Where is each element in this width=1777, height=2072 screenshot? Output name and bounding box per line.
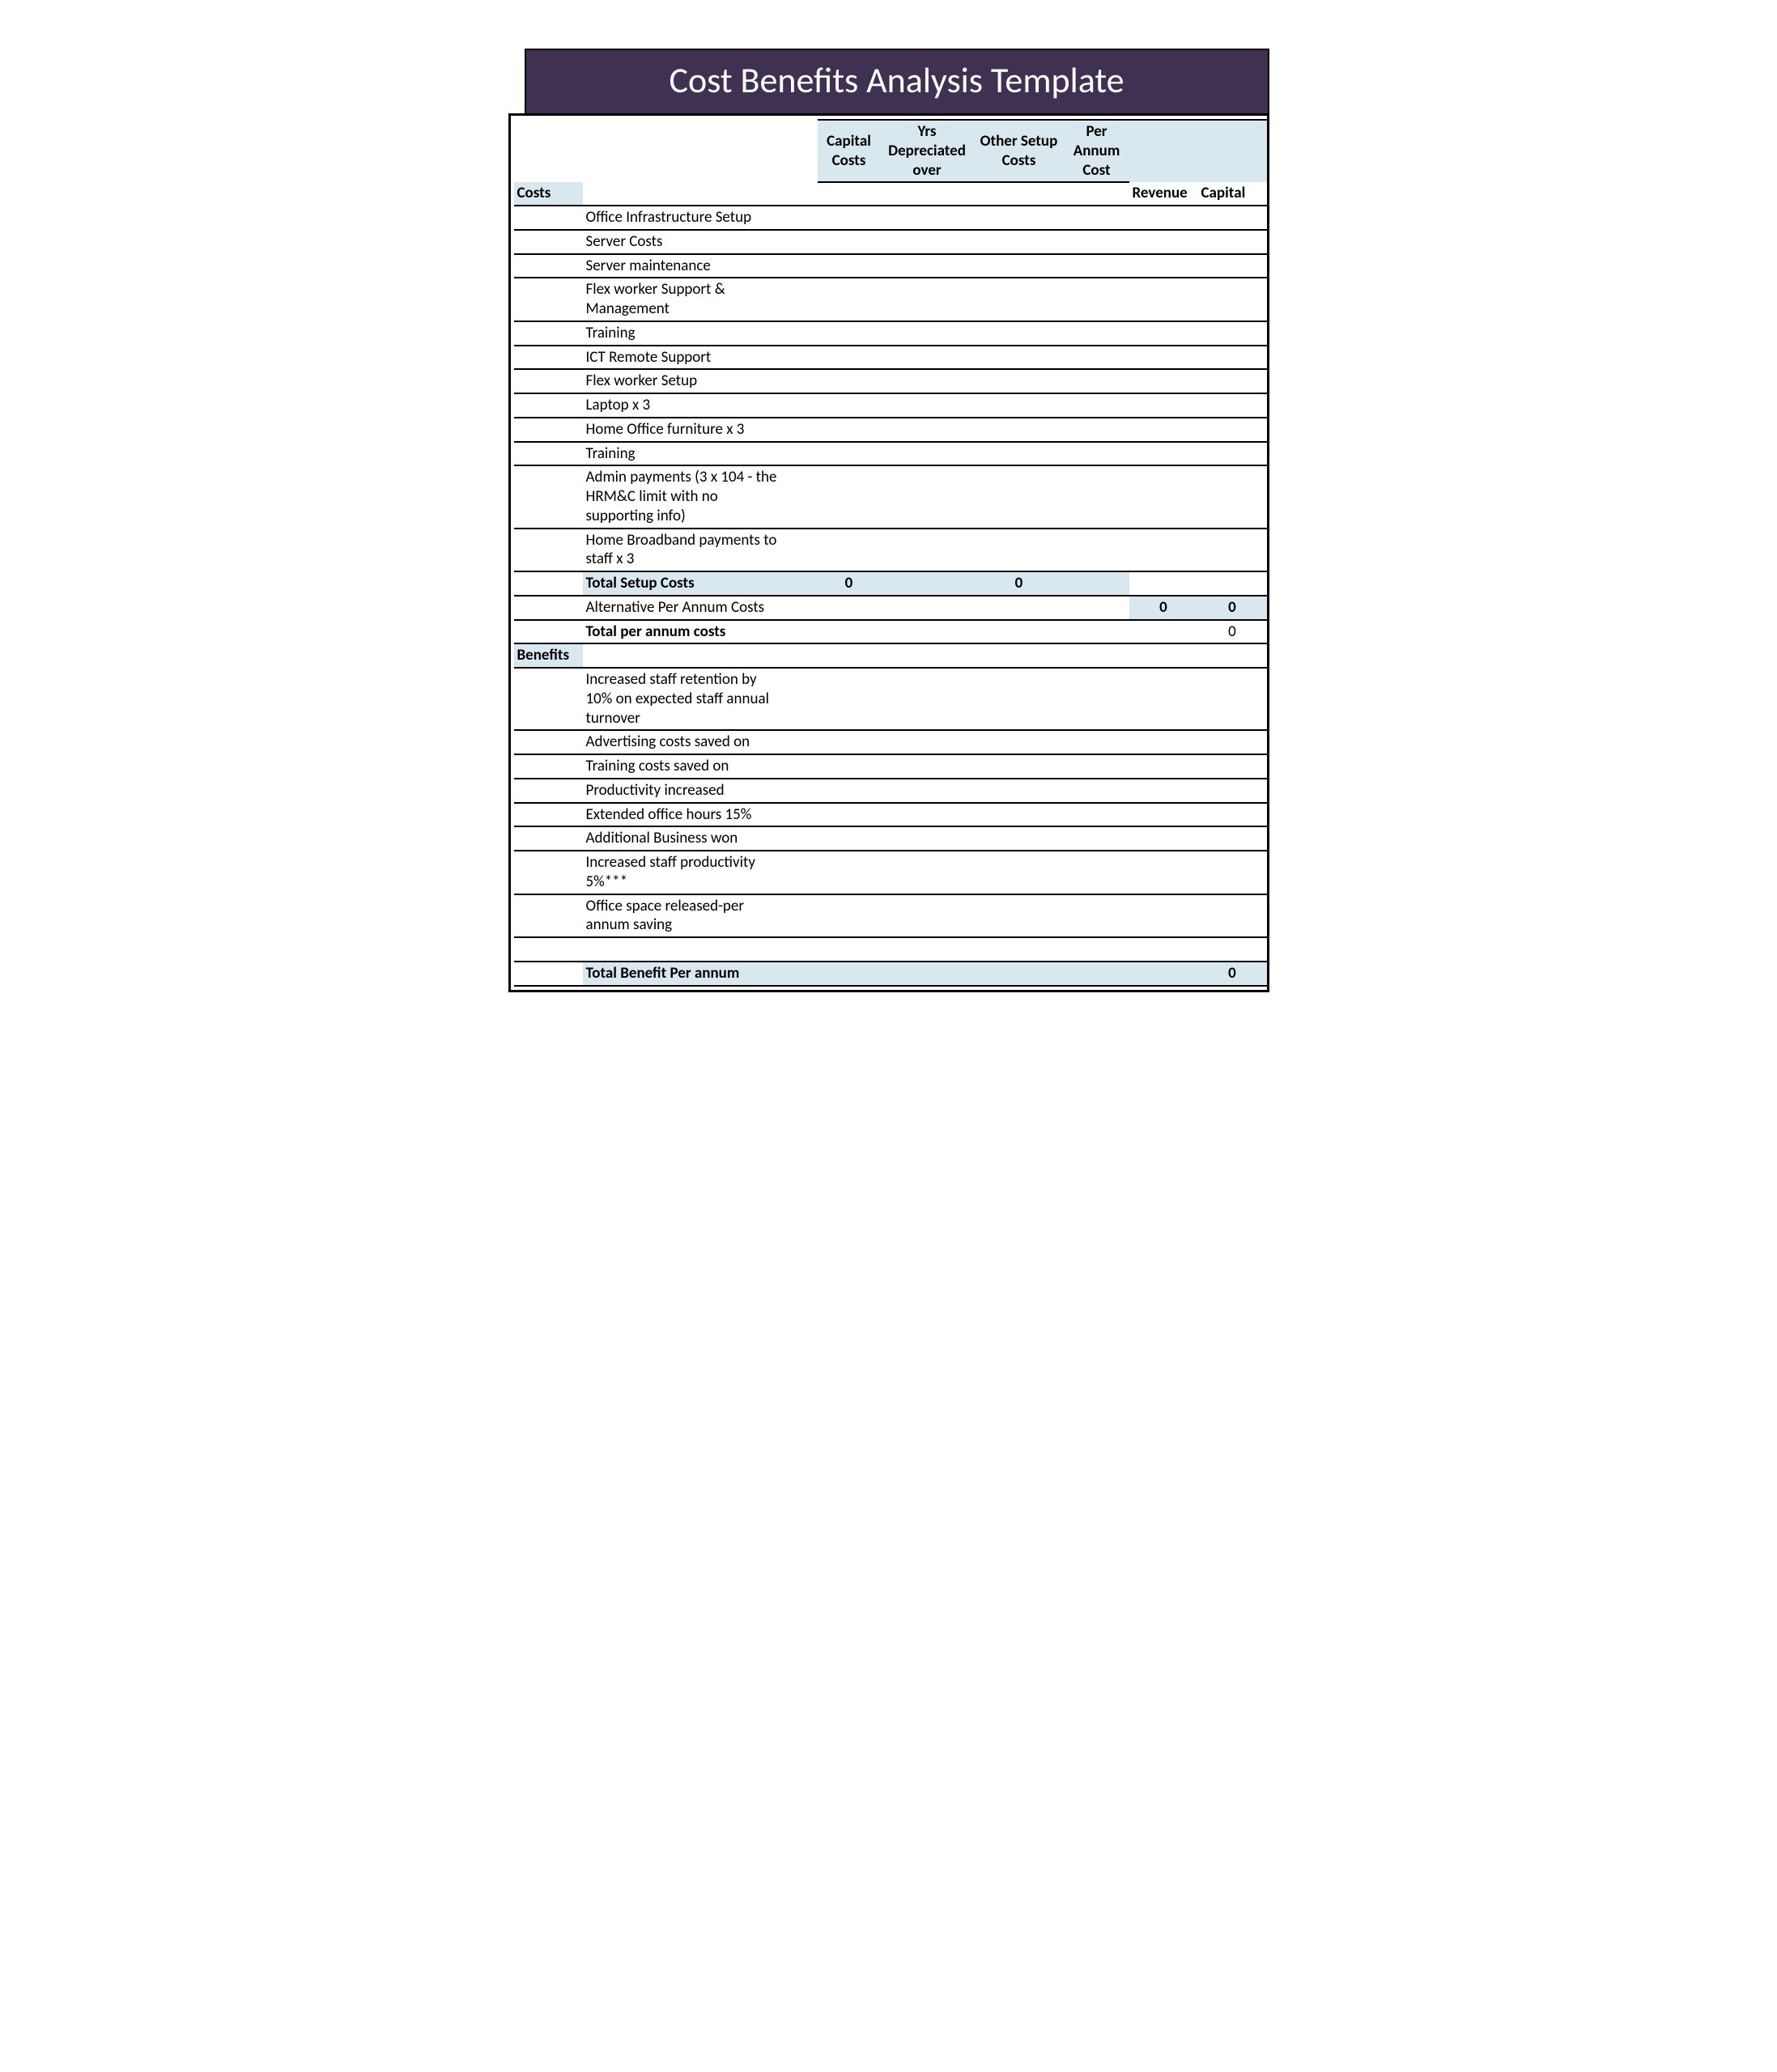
cost-item-label: Server maintenance — [583, 254, 789, 278]
total-setup-capital: 0 — [818, 571, 881, 596]
total-benefit-row: Total Benefit Per annum 0 — [514, 962, 1267, 986]
title-bar: Cost Benefits Analysis Template — [525, 49, 1269, 115]
table-row: Home Office furniture x 3 — [514, 418, 1267, 442]
table-row: Flex worker Setup — [514, 369, 1267, 393]
table-frame: Capital Costs Yrs Depreciated over Other… — [508, 113, 1269, 992]
table-row: Advertising costs saved on — [514, 730, 1267, 754]
total-setup-other: 0 — [974, 571, 1065, 596]
page-title: Cost Benefits Analysis Template — [669, 58, 1124, 102]
table-row: Training — [514, 321, 1267, 346]
table-row: Flex worker Support & Management — [514, 278, 1267, 321]
cost-item-label: Admin payments (3 x 104 - the HRM&C limi… — [583, 465, 789, 528]
benefit-item-label: Advertising costs saved on — [583, 730, 789, 754]
table-row: Increased staff productivity 5%*** — [514, 851, 1267, 894]
col-capital-costs: Capital Costs — [818, 120, 881, 182]
benefit-item-label: Training costs saved on — [583, 754, 789, 779]
total-per-annum-label: Total per annum costs — [583, 620, 789, 644]
col-revenue: Revenue — [1129, 182, 1198, 206]
table-row: Increased staff retention by 10% on expe… — [514, 668, 1267, 730]
table-row: Training — [514, 442, 1267, 466]
benefit-item-label: Productivity increased — [583, 779, 789, 803]
benefit-item-label: Extended office hours 15% — [583, 803, 789, 827]
cost-item-label: Training — [583, 442, 789, 466]
benefit-item-label: Office space released-per annum saving — [583, 894, 789, 938]
total-setup-label: Total Setup Costs — [583, 571, 789, 596]
table-row: Server Costs — [514, 230, 1267, 254]
benefit-item-label: Increased staff retention by 10% on expe… — [583, 668, 789, 730]
col-yrs-depreciated: Yrs Depreciated over — [881, 120, 974, 182]
benefits-section-row: Benefits — [514, 643, 1267, 668]
total-benefit-capital: 0 — [1198, 962, 1267, 986]
total-setup-row: Total Setup Costs 0 0 — [514, 571, 1267, 596]
benefit-item-label: Increased staff productivity 5%*** — [583, 851, 789, 894]
spacer-row — [514, 937, 1267, 962]
table-row: Extended office hours 15% — [514, 803, 1267, 827]
table-row: Server maintenance — [514, 254, 1267, 278]
table-row: Admin payments (3 x 104 - the HRM&C limi… — [514, 465, 1267, 528]
benefit-item-label: Additional Business won — [583, 826, 789, 851]
table-row: Office space released-per annum saving — [514, 894, 1267, 938]
total-per-annum-row: Total per annum costs 0 — [514, 620, 1267, 644]
table-row: Productivity increased — [514, 779, 1267, 803]
table-row: Laptop x 3 — [514, 393, 1267, 418]
column-header-row: Capital Costs Yrs Depreciated over Other… — [514, 120, 1267, 182]
cost-item-label: ICT Remote Support — [583, 346, 789, 370]
benefits-section-label: Benefits — [514, 643, 583, 668]
cost-item-label: Flex worker Support & Management — [583, 278, 789, 321]
alt-per-annum-label: Alternative Per Annum Costs — [583, 596, 789, 620]
cost-item-label: Laptop x 3 — [583, 393, 789, 418]
cost-item-label: Home Office furniture x 3 — [583, 418, 789, 442]
cost-item-label: Office Infrastructure Setup — [583, 206, 789, 230]
col-other-setup: Other Setup Costs — [974, 120, 1065, 182]
total-per-annum-capital: 0 — [1198, 620, 1267, 644]
cost-item-label: Training — [583, 321, 789, 346]
total-benefit-label: Total Benefit Per annum — [583, 962, 789, 986]
costs-section-row: Costs Revenue Capital — [514, 182, 1267, 206]
alt-capital: 0 — [1198, 596, 1267, 620]
cost-benefit-table: Capital Costs Yrs Depreciated over Other… — [514, 119, 1267, 987]
table-row: Training costs saved on — [514, 754, 1267, 779]
table-row: Office Infrastructure Setup — [514, 206, 1267, 230]
costs-section-label: Costs — [514, 182, 583, 206]
cost-item-label: Home Broadband payments to staff x 3 — [583, 529, 789, 572]
cost-item-label: Server Costs — [583, 230, 789, 254]
alt-per-annum-row: Alternative Per Annum Costs 0 0 — [514, 596, 1267, 620]
table-row: ICT Remote Support — [514, 346, 1267, 370]
col-per-annum: Per Annum Cost — [1065, 120, 1129, 182]
table-row: Home Broadband payments to staff x 3 — [514, 529, 1267, 572]
alt-revenue: 0 — [1129, 596, 1198, 620]
col-capital: Capital — [1198, 182, 1267, 206]
table-row: Additional Business won — [514, 826, 1267, 851]
cost-item-label: Flex worker Setup — [583, 369, 789, 393]
spreadsheet-template: Cost Benefits Analysis Template Capital … — [508, 49, 1269, 992]
